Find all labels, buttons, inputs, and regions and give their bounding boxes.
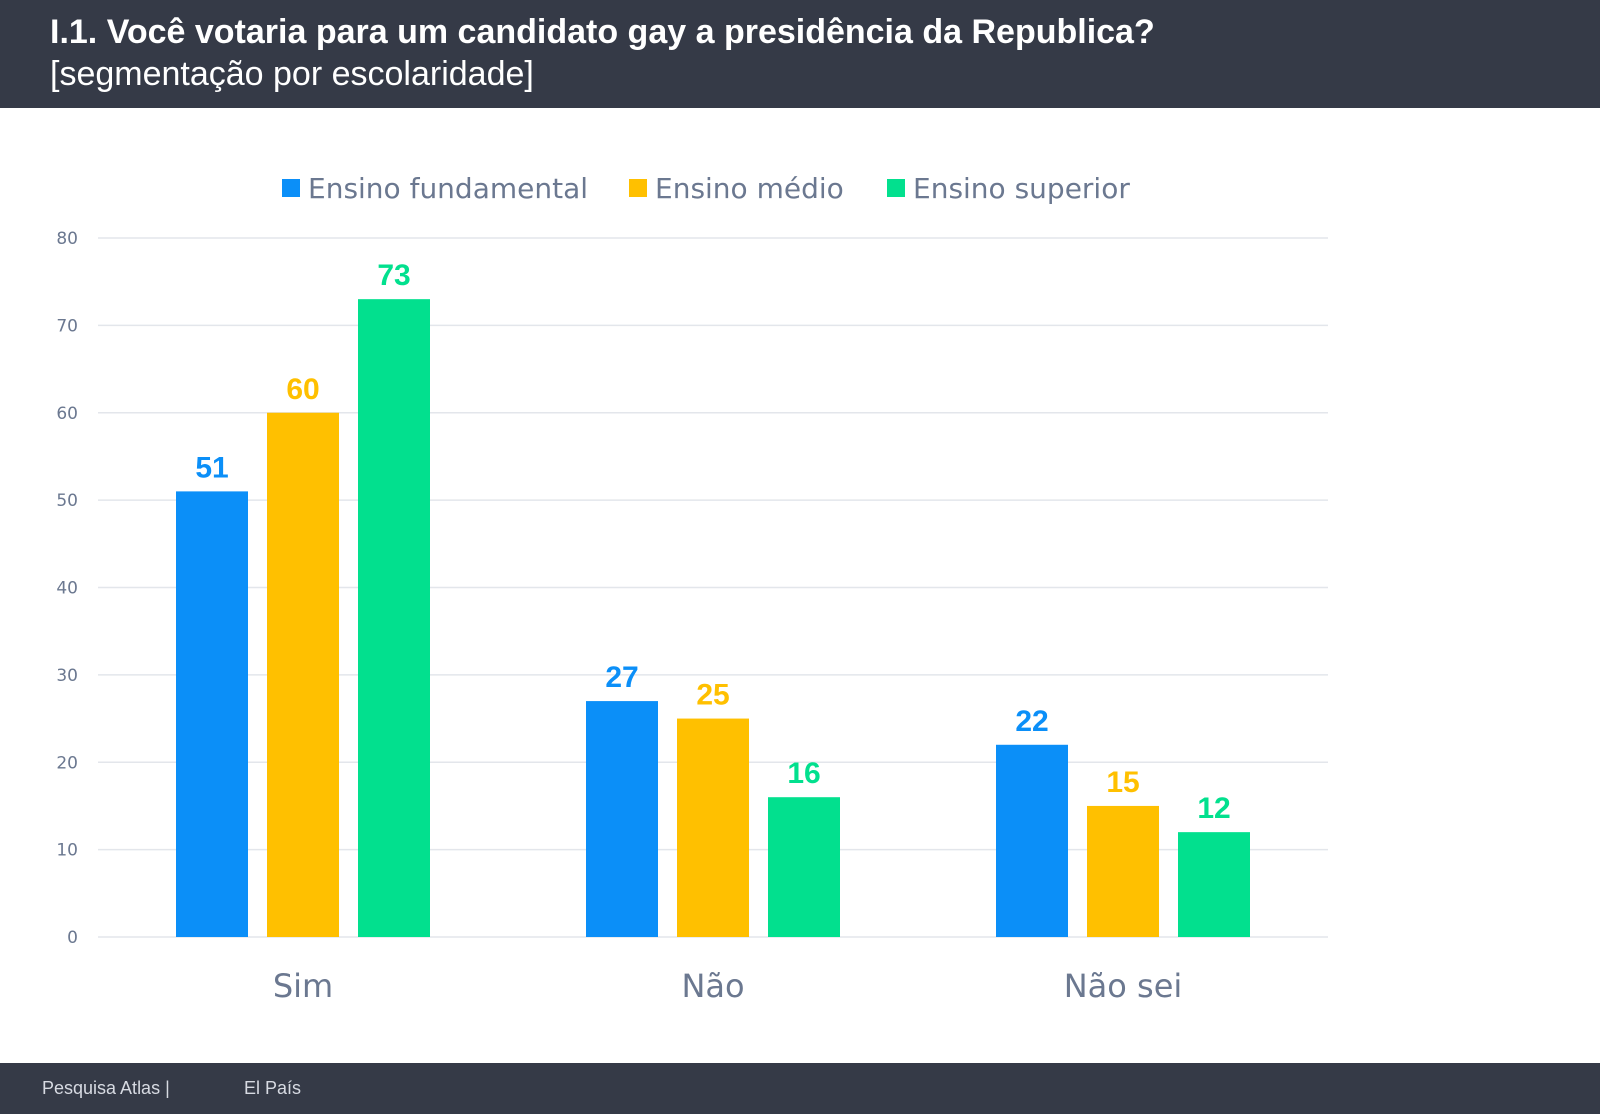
bar bbox=[586, 701, 658, 937]
page-title: I.1. Você votaria para um candidato gay … bbox=[50, 13, 1155, 51]
footer-bar: Pesquisa Atlas | El País bbox=[0, 1063, 1600, 1114]
footer-source: Pesquisa Atlas | bbox=[42, 1078, 170, 1098]
y-tick-label: 80 bbox=[56, 229, 78, 249]
legend-label: Ensino fundamental bbox=[308, 172, 588, 205]
y-tick-label: 60 bbox=[56, 404, 78, 424]
y-tick-label: 50 bbox=[56, 491, 78, 511]
bar bbox=[1178, 832, 1250, 937]
data-label: 73 bbox=[377, 259, 410, 292]
data-label: 12 bbox=[1197, 792, 1230, 825]
bar bbox=[358, 299, 430, 938]
y-tick-label: 40 bbox=[56, 579, 78, 599]
legend-label: Ensino superior bbox=[913, 172, 1130, 205]
y-tick-label: 20 bbox=[56, 753, 78, 773]
bar-chart: 0 10 20 30 40 50 60 70 80 51 60 73 Sim 27 25 16 Não 22 15 1… bbox=[56, 172, 1328, 1005]
bar bbox=[176, 491, 248, 937]
data-label: 22 bbox=[1015, 705, 1048, 738]
y-tick-label: 70 bbox=[56, 316, 78, 336]
footer-client: El País bbox=[244, 1078, 302, 1098]
bar bbox=[677, 718, 749, 937]
y-tick-label: 30 bbox=[56, 666, 78, 686]
page-subtitle: [segmentação por escolaridade] bbox=[50, 55, 534, 93]
bar bbox=[1087, 805, 1159, 937]
data-label: 25 bbox=[696, 679, 729, 712]
legend-swatch bbox=[282, 179, 300, 197]
bar bbox=[267, 412, 339, 937]
y-tick-label: 10 bbox=[56, 841, 78, 861]
data-label: 15 bbox=[1106, 766, 1139, 799]
legend-label: Ensino médio bbox=[655, 172, 844, 205]
x-category-label: Sim bbox=[273, 967, 333, 1005]
data-label: 27 bbox=[605, 661, 638, 694]
legend-swatch bbox=[887, 179, 905, 197]
x-category-label: Não bbox=[681, 967, 744, 1005]
y-tick-label: 0 bbox=[67, 928, 78, 948]
data-label: 16 bbox=[787, 757, 820, 790]
bar bbox=[768, 797, 840, 937]
legend-swatch bbox=[629, 179, 647, 197]
x-category-label: Não sei bbox=[1064, 967, 1183, 1005]
header-bar: I.1. Você votaria para um candidato gay … bbox=[0, 0, 1600, 108]
bar bbox=[996, 744, 1068, 937]
data-label: 60 bbox=[286, 373, 319, 406]
data-label: 51 bbox=[195, 451, 228, 484]
